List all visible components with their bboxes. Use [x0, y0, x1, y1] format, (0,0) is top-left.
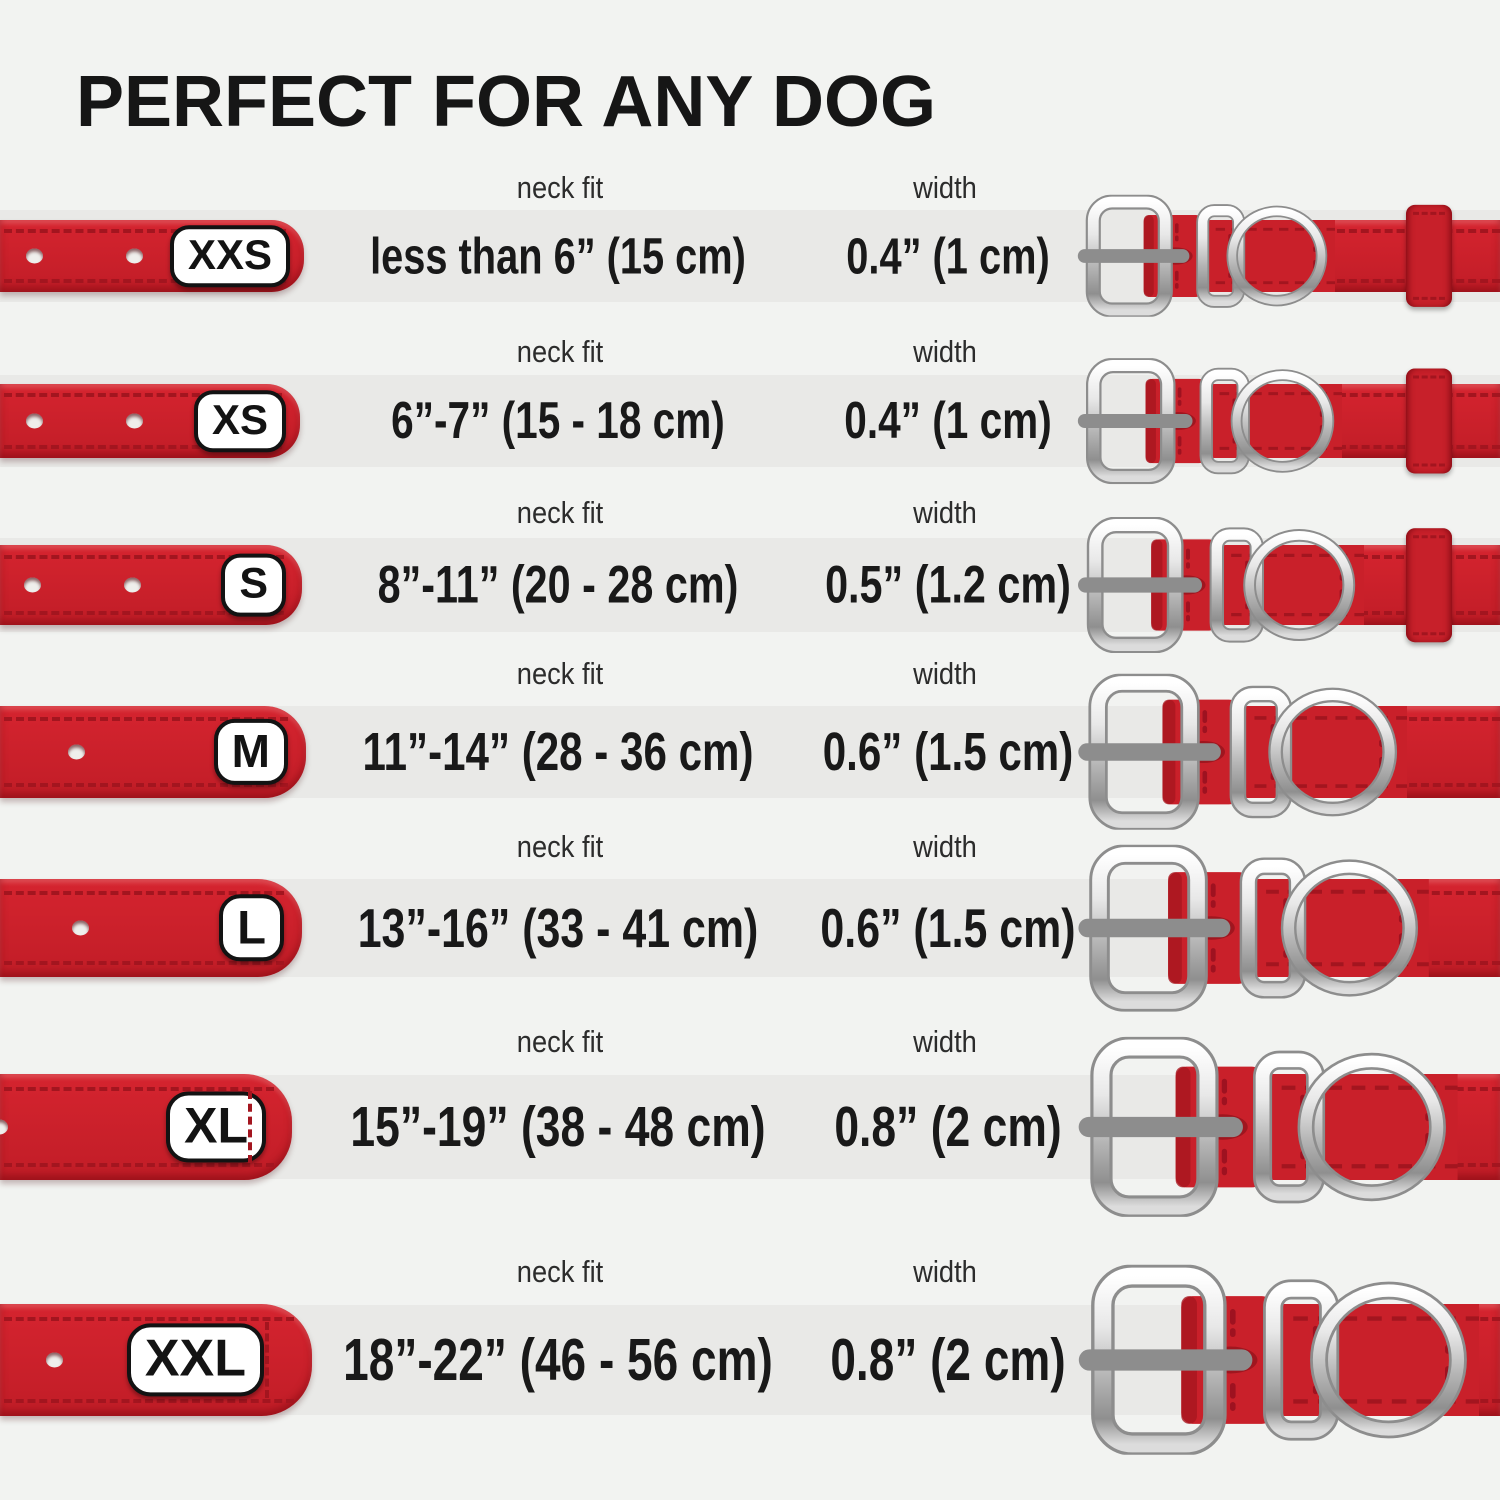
collar-buckle-graphic: [1078, 673, 1408, 831]
width-value: 0.4” (1 cm): [844, 392, 1052, 450]
collar-strap-left: XL: [0, 1074, 292, 1180]
width-header: width: [913, 1024, 977, 1059]
collar-strap-left: M: [0, 706, 306, 798]
size-row-xxs: neck fit width less than 6” (15 cm) 0.4”…: [0, 170, 1500, 318]
collar-strap-left: L: [0, 879, 302, 977]
size-tag: L: [219, 894, 284, 962]
leather-keeper-loop: [1406, 368, 1452, 474]
width-header: width: [913, 829, 977, 864]
collar-hole: [72, 920, 89, 936]
neck-fit-value: less than 6” (15 cm): [370, 227, 746, 285]
collar-strap-left: XXS: [0, 220, 304, 292]
neck-fit-header: neck fit: [516, 170, 604, 205]
size-row-l: neck fit width 13”-16” (33 - 41 cm) 0.6”…: [0, 829, 1500, 1012]
size-tag: S: [221, 553, 286, 617]
collar-strap-left: S: [0, 545, 302, 625]
neck-fit-header: neck fit: [516, 829, 604, 864]
size-row-xs: neck fit width 6”-7” (15 - 18 cm) 0.4” (…: [0, 334, 1500, 484]
width-value: 0.8” (2 cm): [834, 1095, 1062, 1159]
size-row-xl: neck fit width 15”-19” (38 - 48 cm) 0.8”…: [0, 1024, 1500, 1218]
neck-fit-value: 18”-22” (46 - 56 cm): [343, 1327, 773, 1393]
collar-hole: [68, 744, 85, 760]
size-row-xxl: neck fit width 18”-22” (46 - 56 cm) 0.8”…: [0, 1254, 1500, 1456]
leather-keeper-loop: [1406, 528, 1452, 642]
width-value: 0.5” (1.2 cm): [825, 555, 1071, 615]
size-tag: XL: [166, 1091, 266, 1163]
collar-strap-left: XXL: [0, 1304, 312, 1416]
width-value: 0.6” (1.5 cm): [820, 897, 1076, 959]
size-row-m: neck fit width 11”-14” (28 - 36 cm) 0.6”…: [0, 656, 1500, 831]
collar-hole: [126, 248, 143, 264]
neck-fit-value: 8”-11” (20 - 28 cm): [377, 555, 739, 615]
width-header: width: [913, 1254, 977, 1289]
leather-keeper-loop: [1406, 204, 1452, 308]
page-title: PERFECT FOR ANY DOG: [76, 62, 937, 142]
size-tag: M: [213, 718, 288, 786]
collar-hole: [24, 577, 41, 593]
collar-buckle-graphic: [1078, 1036, 1458, 1218]
size-tag: XS: [193, 390, 286, 452]
collar-hole: [26, 248, 43, 264]
width-header: width: [913, 334, 977, 369]
collar-hole: [126, 413, 143, 429]
neck-fit-value: 15”-19” (38 - 48 cm): [350, 1095, 766, 1159]
neck-fit-header: neck fit: [516, 1254, 604, 1289]
collar-buckle-graphic: [1077, 358, 1343, 484]
collar-buckle-graphic: [1078, 517, 1364, 653]
neck-fit-header: neck fit: [516, 495, 604, 530]
width-header: width: [913, 495, 977, 530]
width-header: width: [913, 170, 977, 205]
collar-strap-left: XS: [0, 384, 300, 458]
width-header: width: [913, 656, 977, 691]
collar-buckle-graphic: [1077, 194, 1336, 318]
size-tag: XXS: [169, 225, 290, 287]
neck-fit-value: 13”-16” (33 - 41 cm): [357, 897, 759, 959]
collar-hole: [0, 1119, 8, 1135]
neck-fit-value: 6”-7” (15 - 18 cm): [391, 392, 725, 450]
collar-hole: [124, 577, 141, 593]
collar-buckle-graphic: [1078, 844, 1429, 1012]
neck-fit-header: neck fit: [516, 1024, 604, 1059]
collar-buckle-graphic: [1078, 1264, 1480, 1456]
width-value: 0.8” (2 cm): [830, 1327, 1066, 1393]
width-value: 0.4” (1 cm): [846, 227, 1050, 285]
neck-fit-header: neck fit: [516, 656, 604, 691]
width-value: 0.6” (1.5 cm): [822, 722, 1074, 782]
neck-fit-value: 11”-14” (28 - 36 cm): [362, 722, 754, 782]
size-tag: XXL: [126, 1323, 264, 1397]
neck-fit-header: neck fit: [516, 334, 604, 369]
collar-hole: [46, 1352, 63, 1368]
collar-hole: [26, 413, 43, 429]
size-row-s: neck fit width 8”-11” (20 - 28 cm) 0.5” …: [0, 495, 1500, 653]
